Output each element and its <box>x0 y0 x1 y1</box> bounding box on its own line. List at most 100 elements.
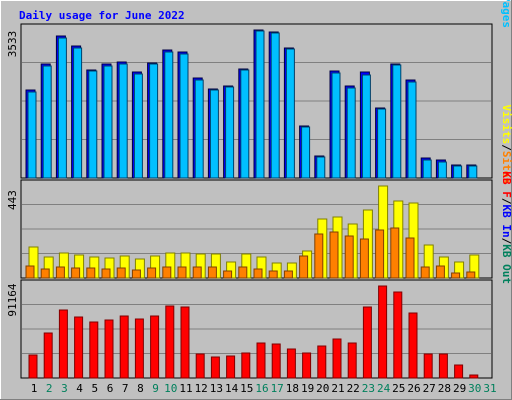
legend-item: Sites <box>500 151 512 184</box>
bar-sites <box>329 231 339 279</box>
bar-pages <box>331 72 341 179</box>
day-label: 13 <box>210 382 223 395</box>
bar-sites <box>420 266 430 279</box>
bar-sites <box>390 227 400 279</box>
bar-sites <box>147 267 157 279</box>
bar-pages <box>209 89 219 179</box>
bar-sites <box>238 266 248 279</box>
day-label: 25 <box>392 382 405 395</box>
bar-sites <box>55 266 65 279</box>
bar-pages <box>361 74 371 179</box>
day-label: 30 <box>468 382 481 395</box>
bar-pages <box>377 108 387 179</box>
day-label: 19 <box>301 382 314 395</box>
bar-sites <box>101 268 111 279</box>
bar-kb-f <box>28 354 38 379</box>
day-label: 1 <box>31 382 38 395</box>
bar-kb-f <box>302 352 312 379</box>
y-max-label: 91164 <box>6 283 19 316</box>
bar-sites <box>359 238 369 279</box>
bar-sites <box>451 272 461 279</box>
bar-kb-f <box>104 319 114 379</box>
bar-pages <box>346 87 356 179</box>
bar-pages <box>407 81 417 179</box>
x-axis-day-labels: 1 2 3 4 5 6 7 8 9 10 11 12 13 14 15 16 17 18 19 20 21 22 23 24 2… <box>31 382 497 395</box>
bar-kb-f <box>74 316 84 379</box>
bar-kb-f <box>58 309 68 379</box>
day-label: 15 <box>240 382 253 395</box>
bar-kb-f <box>286 348 296 379</box>
day-label: 23 <box>362 382 375 395</box>
bar-pages <box>270 32 280 179</box>
bar-kb-f <box>241 352 251 379</box>
bar-pages <box>225 86 235 179</box>
bar-sites <box>162 266 172 279</box>
bar-pages <box>301 126 311 179</box>
day-label: 10 <box>164 382 177 395</box>
day-label: 28 <box>438 382 451 395</box>
bar-pages <box>437 161 447 179</box>
legend-separator: / <box>500 144 512 151</box>
day-label: 11 <box>179 382 192 395</box>
chart-panels: 3533Hits/Files/Pages443Visits/Sites91164… <box>6 0 512 379</box>
bar-kb-f <box>469 374 479 379</box>
bar-kb-f <box>195 353 205 379</box>
day-label: 9 <box>152 382 159 395</box>
day-label: 7 <box>122 382 129 395</box>
bar-kb-f <box>438 353 448 379</box>
day-label: 29 <box>453 382 466 395</box>
bar-kb-f <box>89 321 99 379</box>
legend: Hits/Files/Pages <box>500 0 512 28</box>
bar-pages <box>73 47 83 179</box>
bar-pages <box>392 64 402 179</box>
day-label: 20 <box>316 382 329 395</box>
bar-pages <box>149 63 159 179</box>
bar-sites <box>25 265 35 279</box>
bar-sites <box>71 267 81 279</box>
bar-pages <box>194 79 204 179</box>
bar-kb-f <box>150 315 160 379</box>
legend-separator: / <box>500 198 512 205</box>
day-label: 3 <box>61 382 68 395</box>
legend-separator: / <box>500 238 512 245</box>
bar-pages <box>285 48 295 179</box>
day-label: 12 <box>195 382 208 395</box>
legend-item: KB F <box>500 171 512 198</box>
bar-pages <box>422 159 432 179</box>
bar-sites <box>223 270 233 279</box>
bar-kb-f <box>378 285 388 379</box>
bar-sites <box>253 268 263 279</box>
bar-kb-f <box>119 315 129 379</box>
bar-sites <box>40 268 50 279</box>
day-label: 17 <box>271 382 284 395</box>
bar-pages <box>57 37 67 179</box>
legend-item: Visits <box>500 105 512 145</box>
bar-kb-f <box>134 318 144 379</box>
bar-pages <box>468 165 478 179</box>
bar-pages <box>133 73 143 179</box>
legend-item: KB Out <box>500 244 512 284</box>
legend-item: KB In <box>500 205 512 238</box>
bar-sites <box>283 270 293 279</box>
bar-pages <box>164 51 174 179</box>
day-label: 6 <box>107 382 114 395</box>
bar-kb-f <box>454 364 464 379</box>
bar-pages <box>453 165 463 179</box>
day-label: 21 <box>331 382 344 395</box>
bar-kb-f <box>332 338 342 379</box>
bar-pages <box>27 91 37 179</box>
legend: Visits/Sites <box>500 105 512 185</box>
day-label: 4 <box>76 382 83 395</box>
y-max-label: 3533 <box>6 31 19 58</box>
bar-sites <box>314 233 324 279</box>
bar-pages <box>103 65 113 179</box>
y-max-label: 443 <box>6 190 19 210</box>
bar-pages <box>118 63 128 179</box>
bar-sites <box>466 271 476 279</box>
bar-kb-f <box>408 312 418 379</box>
day-label: 5 <box>91 382 98 395</box>
panel-hits-files-pages: 3533 Hits/Files/Pages <box>6 0 512 179</box>
